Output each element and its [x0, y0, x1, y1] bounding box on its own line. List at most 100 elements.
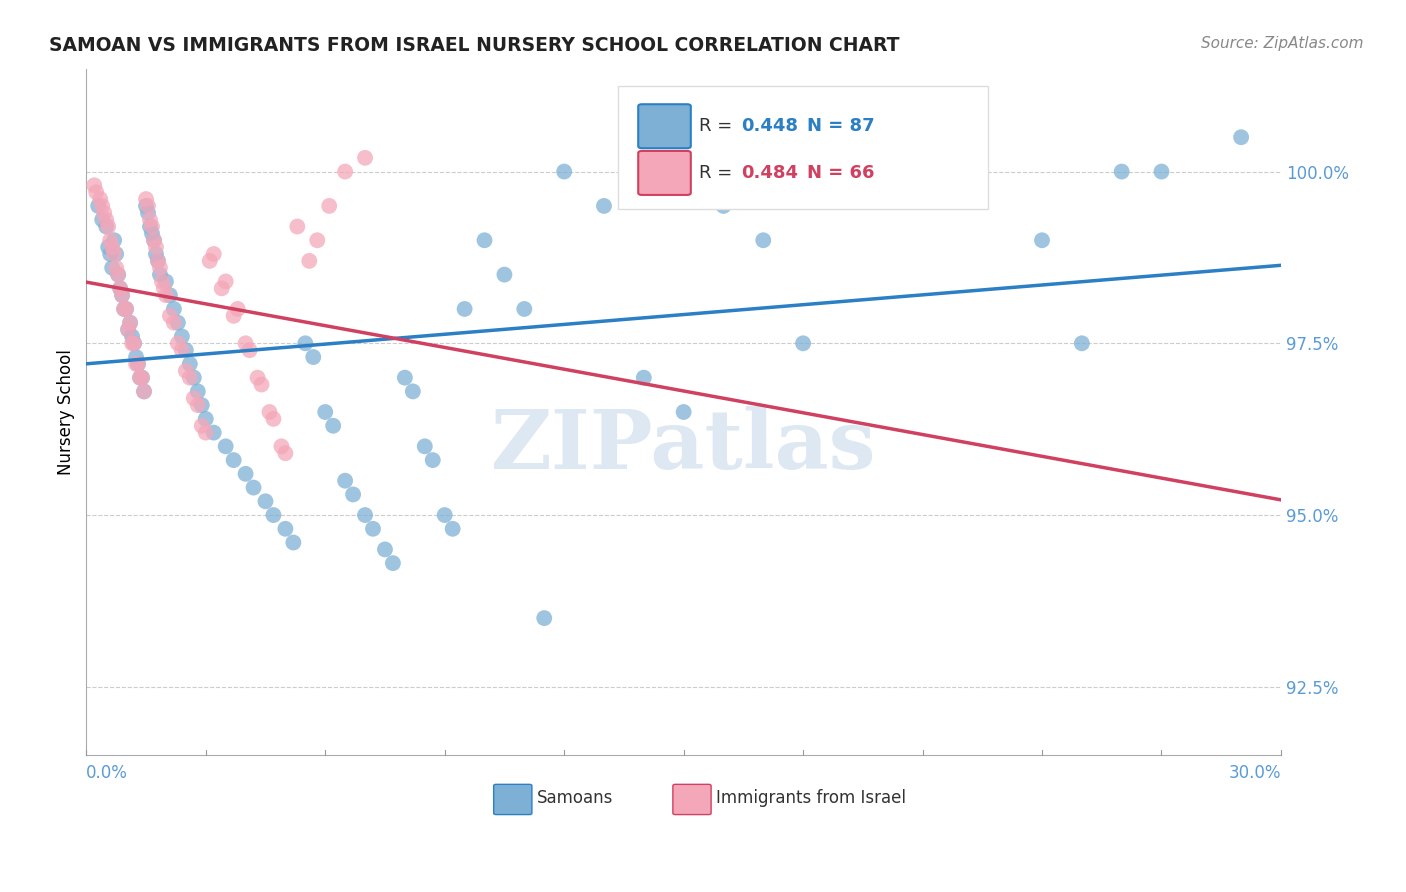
- Point: [179, 357, 201, 371]
- Point: [107, 268, 129, 282]
- Point: [96, 212, 118, 227]
- Point: [132, 384, 155, 399]
- Point: [125, 350, 148, 364]
- Point: [235, 336, 257, 351]
- Text: 0.0%: 0.0%: [86, 764, 128, 781]
- Point: [127, 357, 149, 371]
- Point: [98, 247, 121, 261]
- Point: [950, 164, 973, 178]
- Point: [143, 233, 166, 247]
- Point: [115, 301, 138, 316]
- Point: [167, 316, 190, 330]
- Point: [832, 178, 855, 193]
- Point: [354, 151, 377, 165]
- Point: [553, 164, 575, 178]
- Text: N = 66: N = 66: [807, 164, 875, 182]
- Point: [713, 199, 735, 213]
- Point: [222, 453, 245, 467]
- Point: [274, 446, 297, 460]
- Point: [121, 329, 143, 343]
- Point: [103, 247, 125, 261]
- Point: [121, 336, 143, 351]
- Text: 0.448: 0.448: [741, 117, 799, 136]
- Point: [98, 233, 121, 247]
- Point: [125, 357, 148, 371]
- Text: Source: ZipAtlas.com: Source: ZipAtlas.com: [1201, 36, 1364, 51]
- Point: [108, 281, 131, 295]
- Point: [93, 206, 115, 220]
- Point: [143, 233, 166, 247]
- Point: [302, 350, 325, 364]
- FancyBboxPatch shape: [617, 86, 988, 210]
- Point: [136, 199, 159, 213]
- Point: [112, 301, 135, 316]
- Point: [155, 288, 177, 302]
- Point: [141, 227, 163, 241]
- Point: [120, 316, 142, 330]
- Point: [170, 329, 193, 343]
- Point: [155, 275, 177, 289]
- Text: R =: R =: [699, 164, 738, 182]
- Point: [250, 377, 273, 392]
- Point: [191, 398, 214, 412]
- Point: [111, 288, 134, 302]
- Point: [84, 185, 107, 199]
- Point: [413, 439, 436, 453]
- Point: [474, 233, 496, 247]
- Point: [433, 508, 456, 522]
- Point: [242, 481, 264, 495]
- Point: [872, 164, 894, 178]
- Point: [101, 260, 124, 275]
- Text: Samoans: Samoans: [537, 789, 613, 807]
- Point: [159, 288, 181, 302]
- Point: [146, 253, 169, 268]
- Point: [262, 412, 284, 426]
- Point: [1230, 130, 1253, 145]
- Point: [270, 439, 292, 453]
- Point: [96, 219, 118, 234]
- Point: [97, 240, 120, 254]
- Point: [146, 253, 169, 268]
- Point: [222, 309, 245, 323]
- Point: [149, 260, 172, 275]
- Point: [120, 316, 142, 330]
- Point: [139, 212, 162, 227]
- Point: [87, 199, 110, 213]
- Point: [235, 467, 257, 481]
- Point: [103, 233, 125, 247]
- Point: [194, 425, 217, 440]
- Point: [333, 164, 356, 178]
- Point: [422, 453, 444, 467]
- Point: [202, 247, 225, 261]
- Point: [183, 370, 205, 384]
- Point: [354, 508, 377, 522]
- Point: [167, 336, 190, 351]
- Point: [107, 268, 129, 282]
- Point: [194, 412, 217, 426]
- Point: [381, 556, 404, 570]
- Point: [115, 301, 138, 316]
- Point: [135, 199, 157, 213]
- Point: [1150, 164, 1173, 178]
- Point: [159, 309, 181, 323]
- Point: [122, 336, 145, 351]
- Point: [238, 343, 260, 358]
- Point: [129, 370, 152, 384]
- Point: [752, 233, 775, 247]
- Point: [342, 487, 364, 501]
- Point: [149, 268, 172, 282]
- Point: [361, 522, 384, 536]
- Point: [170, 343, 193, 358]
- Point: [112, 301, 135, 316]
- Point: [1031, 233, 1053, 247]
- Point: [333, 474, 356, 488]
- Point: [163, 301, 186, 316]
- Point: [792, 336, 814, 351]
- Point: [187, 384, 209, 399]
- Point: [513, 301, 536, 316]
- Point: [136, 206, 159, 220]
- Point: [441, 522, 464, 536]
- FancyBboxPatch shape: [494, 784, 531, 814]
- Point: [139, 219, 162, 234]
- Point: [141, 219, 163, 234]
